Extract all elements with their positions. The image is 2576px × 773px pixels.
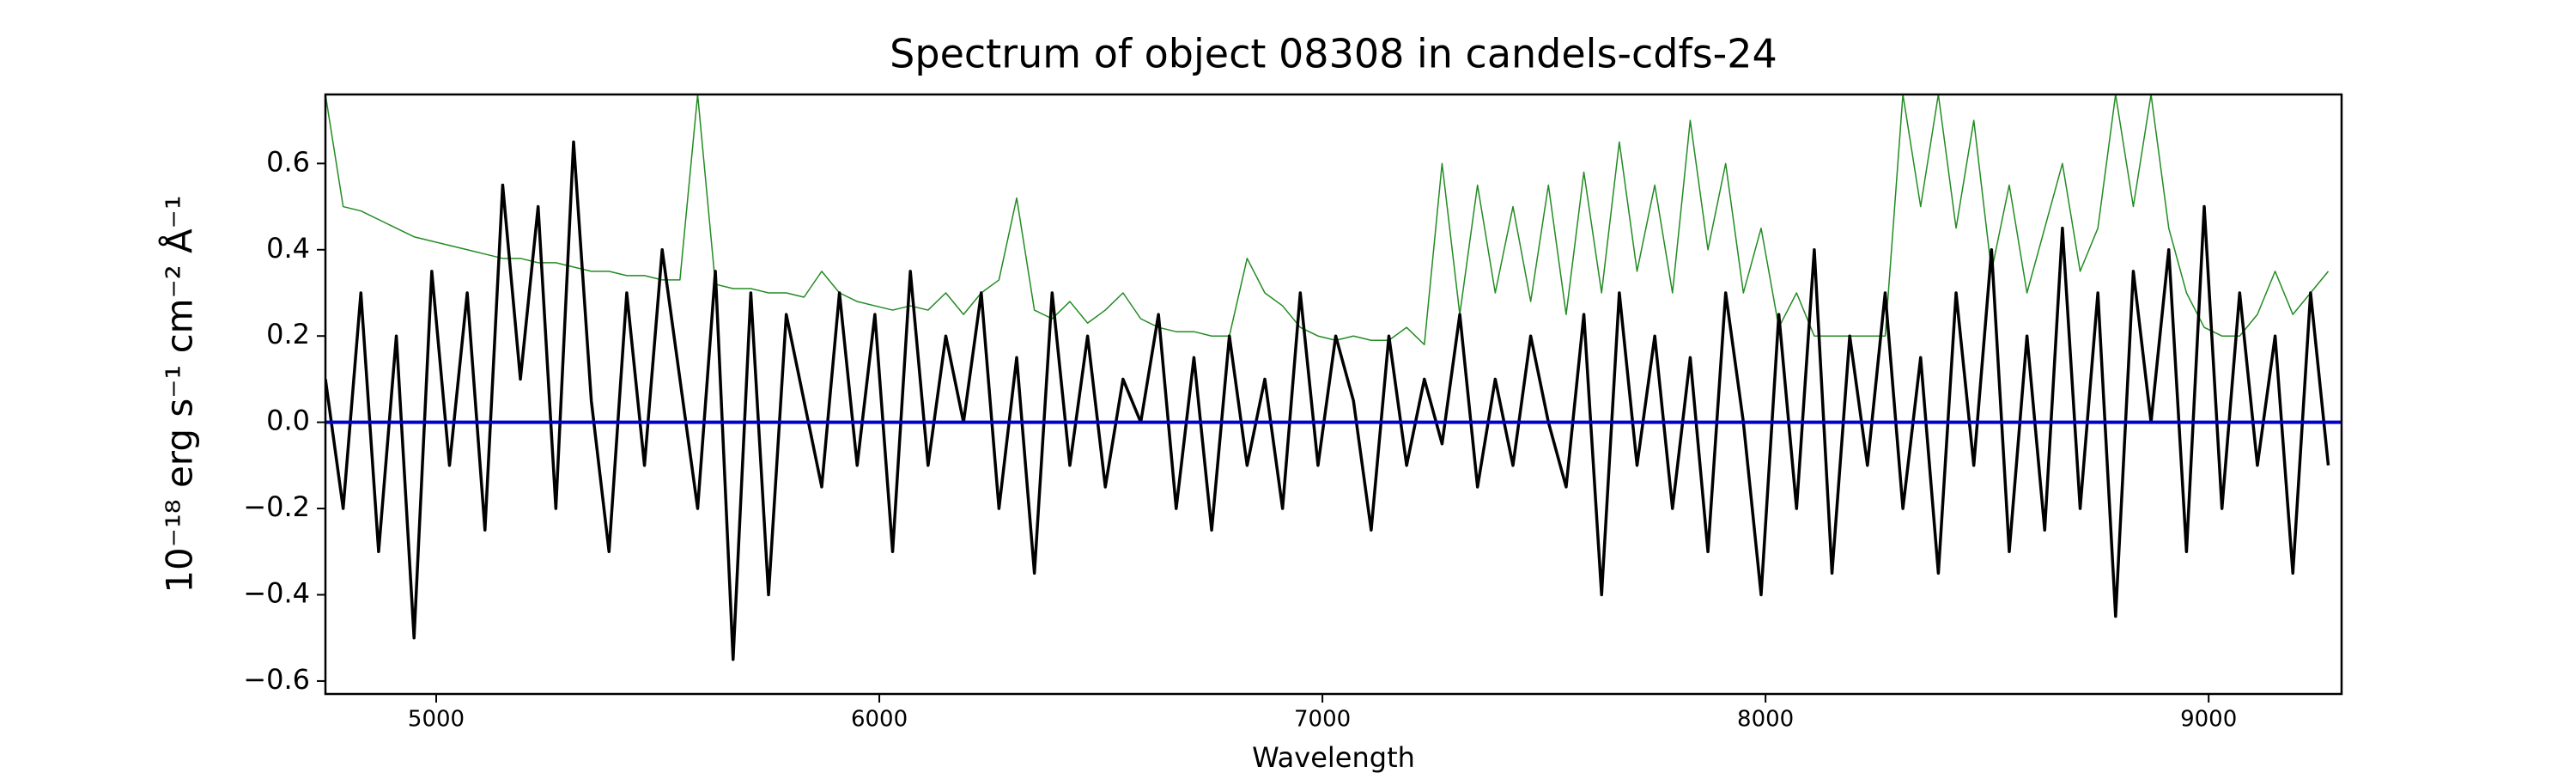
y-tick-label: 0.6 <box>266 145 310 178</box>
spectrum-line <box>325 140 2330 661</box>
x-tick-label: 6000 <box>851 707 908 733</box>
y-tick-label: 0.4 <box>266 232 310 265</box>
x-tick-label: 8000 <box>1737 707 1794 733</box>
y-tick-label: −0.2 <box>243 490 310 523</box>
y-tick-label: 0.2 <box>266 318 310 350</box>
x-tick-label: 9000 <box>2180 707 2237 733</box>
x-axis-label: Wavelength <box>1252 741 1415 773</box>
x-tick-label: 5000 <box>408 707 465 733</box>
y-tick-label: −0.6 <box>243 663 310 696</box>
y-axis-label: 10⁻¹⁸ erg s⁻¹ cm⁻² Å⁻¹ <box>158 195 201 593</box>
axes-frame <box>324 93 2343 696</box>
y-tick-label: −0.4 <box>243 577 310 610</box>
y-tick-label: 0.0 <box>266 405 310 437</box>
x-tick-label: 7000 <box>1294 707 1351 733</box>
plot-area <box>325 94 2342 661</box>
chart-title: Spectrum of object 08308 in candels-cdfs… <box>890 31 1777 77</box>
